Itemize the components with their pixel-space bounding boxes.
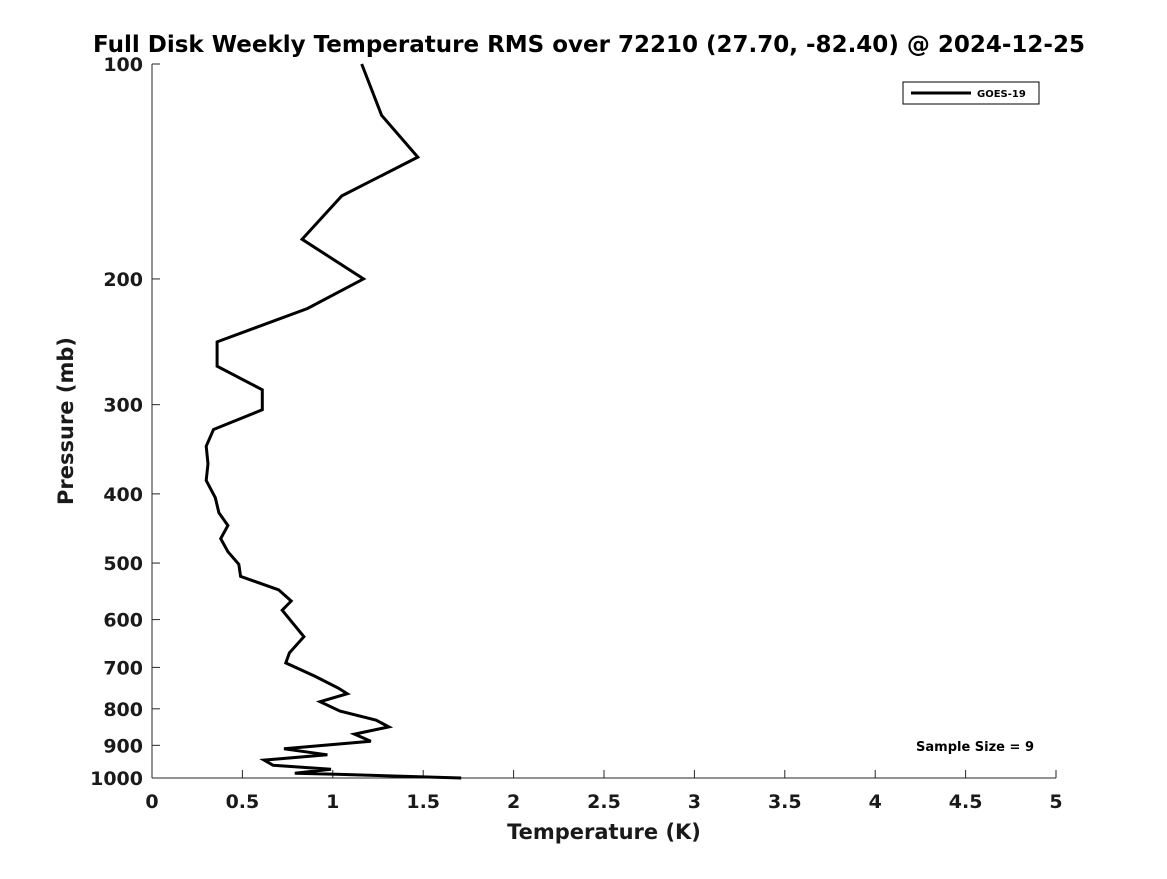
legend-label: GOES-19 bbox=[977, 89, 1026, 100]
y-tick-label: 500 bbox=[103, 553, 143, 575]
sample-size-annotation: Sample Size = 9 bbox=[916, 740, 1034, 755]
x-tick-label: 2 bbox=[507, 791, 520, 813]
y-tick-label: 200 bbox=[103, 269, 143, 291]
x-tick-label: 1 bbox=[326, 791, 339, 813]
x-ticks: 0 0.5 1 1.5 2 2.5 3 3.5 4 4.5 5 bbox=[145, 770, 1063, 813]
y-tick-label: 100 bbox=[103, 54, 143, 76]
x-tick-label: 4.5 bbox=[949, 791, 983, 813]
y-tick-label: 400 bbox=[103, 484, 143, 506]
y-tick-label: 800 bbox=[103, 699, 143, 721]
x-tick-label: 3 bbox=[688, 791, 701, 813]
x-tick-label: 1.5 bbox=[406, 791, 440, 813]
y-tick-label: 900 bbox=[103, 735, 143, 757]
y-axis-label: Pressure (mb) bbox=[54, 337, 78, 505]
y-tick-label: 1000 bbox=[90, 768, 143, 790]
x-tick-label: 0.5 bbox=[226, 791, 260, 813]
x-tick-label: 4 bbox=[869, 791, 882, 813]
series-line bbox=[204, 63, 462, 780]
y-tick-label: 300 bbox=[103, 395, 143, 417]
series-layer bbox=[204, 63, 462, 780]
x-axis-label: Temperature (K) bbox=[507, 820, 701, 844]
chart-title: Full Disk Weekly Temperature RMS over 72… bbox=[93, 32, 1085, 58]
plot-axes bbox=[151, 64, 1056, 779]
x-tick-label: 0 bbox=[145, 791, 158, 813]
x-tick-label: 2.5 bbox=[587, 791, 621, 813]
x-tick-label: 5 bbox=[1049, 791, 1062, 813]
legend: GOES-19 bbox=[902, 81, 1040, 105]
x-tick-label: 3.5 bbox=[768, 791, 802, 813]
y-tick-label: 700 bbox=[103, 657, 143, 679]
y-tick-label: 600 bbox=[103, 610, 143, 632]
y-ticks: 100 200 300 400 500 600 700 800 900 1000 bbox=[90, 54, 160, 790]
